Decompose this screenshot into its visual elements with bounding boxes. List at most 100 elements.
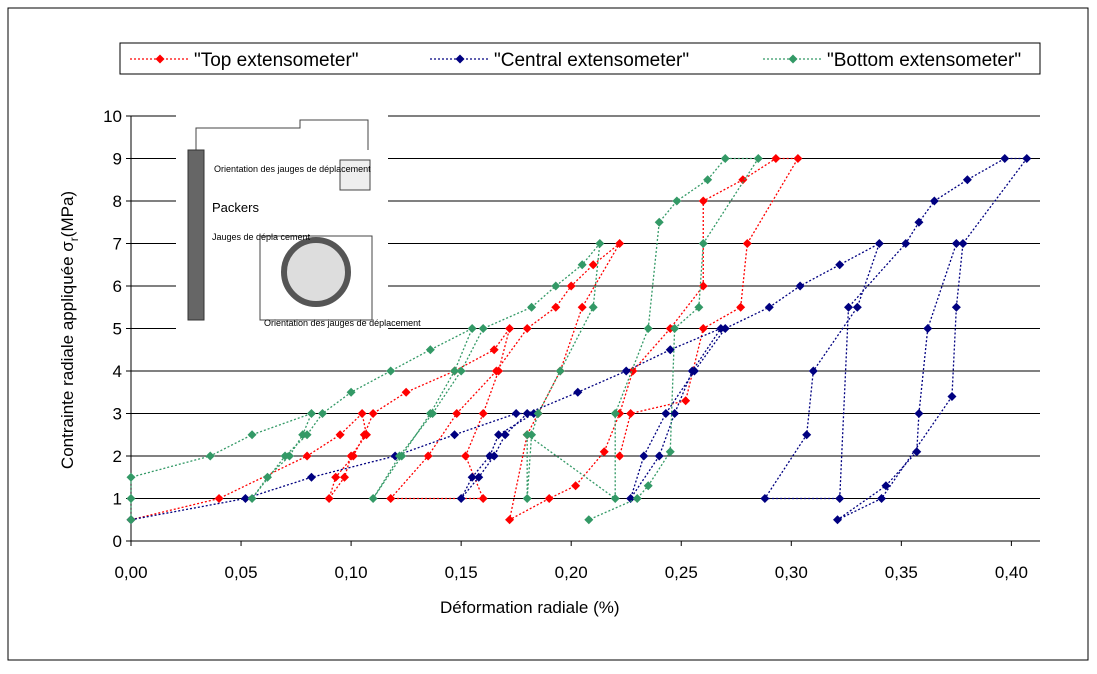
- data-point: [632, 494, 642, 503]
- data-point: [522, 494, 532, 503]
- data-point: [610, 494, 620, 503]
- data-point: [339, 472, 349, 482]
- data-point: [491, 366, 501, 376]
- y-tick-label: 6: [113, 277, 122, 296]
- data-point: [665, 345, 675, 355]
- y-tick-label: 10: [103, 107, 122, 126]
- legend-box: [119, 42, 1041, 75]
- data-point: [595, 239, 605, 248]
- data-point: [280, 451, 290, 461]
- data-point: [522, 409, 532, 418]
- y-tick-label: 5: [113, 320, 122, 339]
- legend-label: "Central extensometer": [494, 50, 689, 71]
- data-point: [720, 324, 730, 333]
- inset-label: Orientation des jauges de déplacement: [264, 318, 421, 328]
- x-tick-label: 0,20: [555, 563, 588, 582]
- inset-label: Orientation des jauges de déplacement: [214, 164, 371, 174]
- data-point: [912, 447, 922, 457]
- y-tick-label: 9: [113, 150, 122, 169]
- data-point: [1000, 154, 1010, 163]
- y-tick-label: 3: [113, 405, 122, 424]
- data-point: [742, 239, 752, 248]
- data-point: [474, 472, 484, 482]
- x-axis-title: Déformation radiale (%): [440, 598, 620, 617]
- data-point: [452, 409, 462, 418]
- data-point: [544, 494, 554, 503]
- x-tick-label: 0,25: [665, 563, 698, 582]
- data-point: [615, 239, 625, 248]
- data-point: [489, 451, 499, 461]
- legend-label: "Top extensometer": [194, 50, 359, 71]
- data-point: [386, 366, 396, 376]
- data-point: [359, 430, 369, 440]
- data-point: [247, 430, 257, 440]
- data-point: [126, 472, 136, 482]
- data-point: [654, 217, 664, 227]
- data-point: [450, 366, 460, 376]
- series-line: [130, 157, 1029, 521]
- data-point: [681, 396, 691, 406]
- data-point: [489, 345, 499, 355]
- data-point: [467, 472, 477, 482]
- data-point: [395, 451, 405, 461]
- y-title-unit: (MPa): [58, 191, 77, 237]
- y-tick-label: 2: [113, 447, 122, 466]
- data-point: [214, 494, 224, 503]
- data-point: [764, 302, 774, 312]
- data-point: [368, 409, 378, 418]
- data-point: [573, 387, 583, 397]
- data-point: [331, 472, 341, 482]
- data-point: [494, 430, 504, 440]
- data-point: [738, 175, 748, 185]
- data-point: [958, 239, 968, 248]
- data-point: [901, 239, 911, 248]
- data-point: [306, 409, 316, 418]
- y-tick-label: 1: [113, 490, 122, 509]
- x-tick-label: 0,40: [995, 563, 1028, 582]
- data-point: [505, 515, 515, 525]
- legend-marker: [455, 54, 465, 64]
- data-point: [467, 324, 477, 333]
- data-point: [262, 472, 272, 482]
- data-point: [962, 175, 972, 185]
- data-point: [302, 451, 312, 461]
- series-line: [130, 157, 760, 521]
- data-point: [951, 239, 961, 248]
- y-tick-label: 7: [113, 235, 122, 254]
- data-point: [923, 324, 933, 333]
- cable: [195, 119, 369, 150]
- data-point: [533, 409, 543, 418]
- data-point: [126, 515, 136, 525]
- data-point: [844, 302, 854, 312]
- monitor: [339, 159, 371, 191]
- data-point: [760, 494, 770, 503]
- data-point: [425, 345, 435, 355]
- data-point: [621, 366, 631, 376]
- data-point: [522, 430, 532, 440]
- x-tick-label: 0,10: [335, 563, 368, 582]
- data-point: [698, 324, 708, 333]
- data-point: [914, 217, 924, 227]
- legend-marker: [155, 54, 165, 64]
- data-point: [461, 451, 471, 461]
- data-point: [505, 324, 515, 333]
- data-point: [672, 196, 682, 206]
- y-tick-label: 4: [113, 362, 122, 381]
- x-tick-label: 0,15: [445, 563, 478, 582]
- data-point: [478, 324, 488, 333]
- data-point: [357, 409, 367, 418]
- data-point: [317, 409, 327, 418]
- data-point: [584, 515, 594, 525]
- data-point: [793, 154, 803, 163]
- data-point: [639, 451, 649, 461]
- data-point: [753, 154, 763, 163]
- data-point: [450, 430, 460, 440]
- data-point: [346, 387, 356, 397]
- y-axis-title: Contrainte radiale appliquée σr(MPa): [58, 191, 81, 469]
- data-point: [720, 154, 730, 163]
- inset-label: Jauges de dépla cement: [212, 232, 311, 242]
- data-point: [914, 409, 924, 418]
- data-point: [423, 451, 433, 461]
- data-point: [852, 302, 862, 312]
- data-point: [247, 494, 257, 503]
